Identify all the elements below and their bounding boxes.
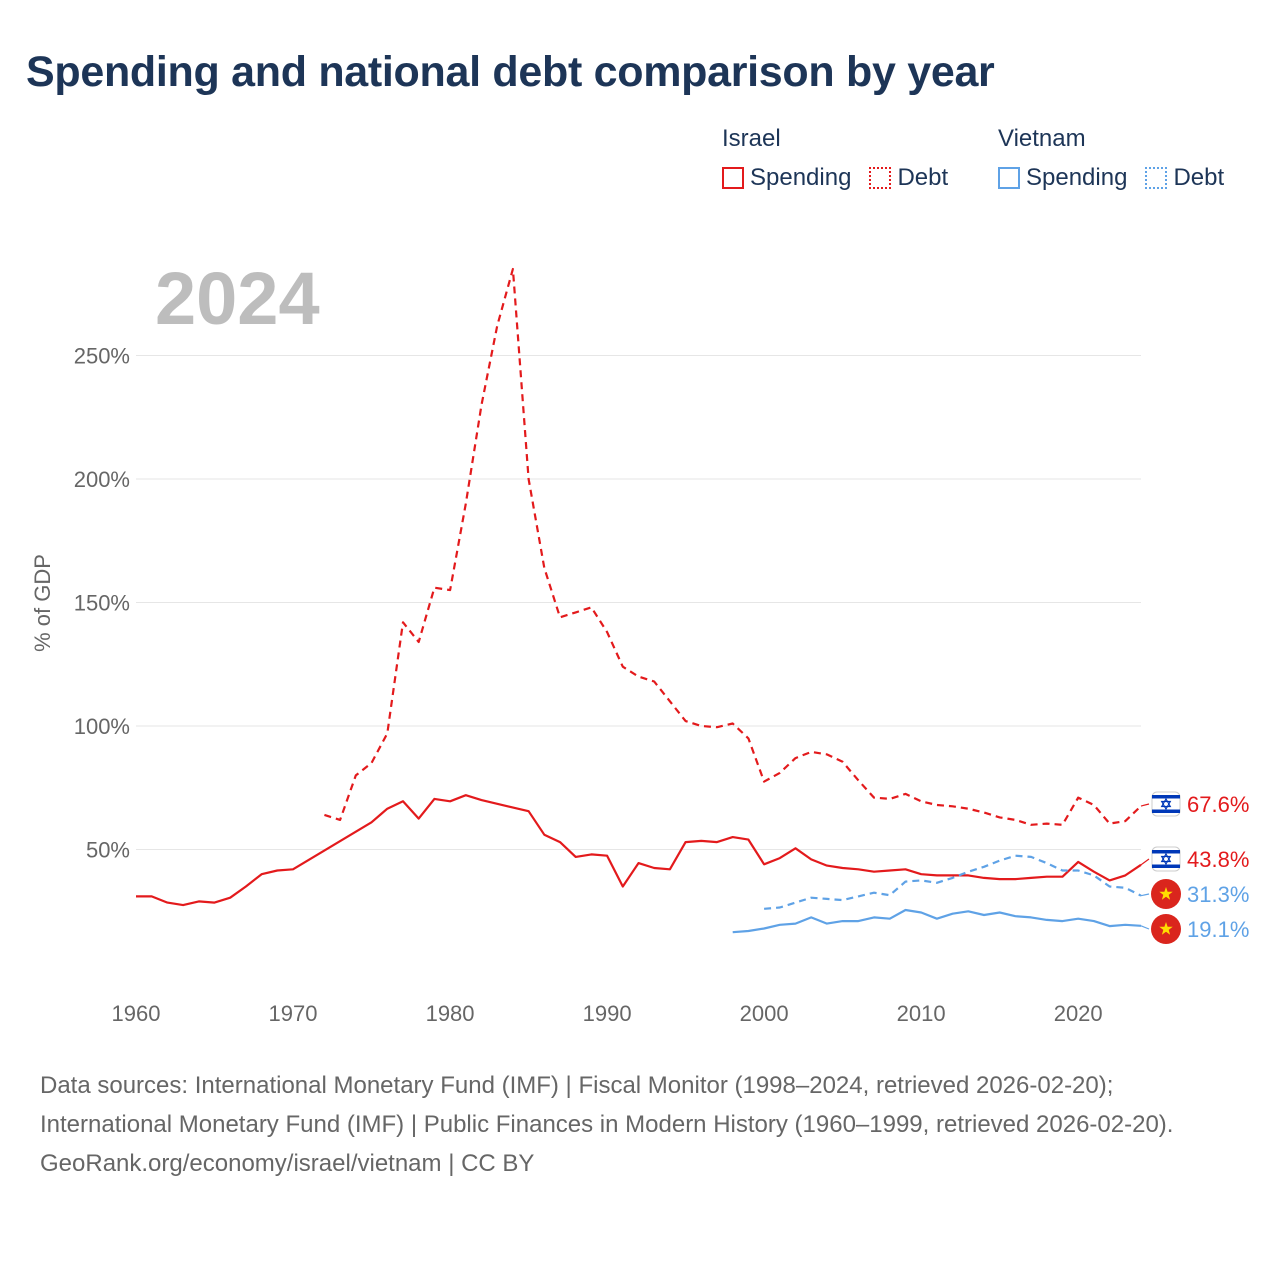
y-axis-label: % of GDP	[30, 554, 55, 652]
series-line-israel-spending	[136, 794, 1142, 907]
footer: Data sources: International Monetary Fun…	[40, 1066, 1240, 1183]
end-label-leader	[1140, 925, 1150, 930]
x-tick-label: 1990	[583, 1001, 632, 1026]
legend-item-vietnam-spending[interactable]: Spending	[998, 164, 1127, 192]
grid-lines	[136, 355, 1141, 850]
israel-flag-icon	[1151, 846, 1181, 872]
y-tick-label: 50%	[86, 838, 130, 863]
end-label-leader	[1140, 893, 1150, 897]
y-tick-label: 200%	[74, 467, 130, 492]
x-tick-label: 1980	[426, 1001, 475, 1026]
year-label: 2024	[155, 257, 320, 340]
y-axis: 50% 100% 150% 200% 250%	[74, 344, 130, 863]
end-label-leader	[1140, 803, 1150, 807]
y-tick-label: 100%	[74, 714, 130, 739]
series-line-israel-debt	[324, 267, 1142, 826]
legend-label: Debt	[897, 164, 949, 191]
x-tick-label: 1960	[112, 1001, 161, 1026]
legend-swatch-dotted	[1145, 167, 1168, 189]
end-labels: 43.8% 67.6% 19.1% 31.3%	[1140, 791, 1249, 944]
credit-link[interactable]: GeoRank.org/economy/israel/vietnam | CC …	[40, 1150, 535, 1177]
vietnam-flag-icon	[1151, 879, 1181, 909]
y-tick-label: 150%	[74, 591, 130, 616]
legend-group-israel: Israel Spending Debt	[722, 124, 966, 198]
vietnam-flag-icon	[1151, 914, 1181, 944]
end-value-label: 19.1%	[1187, 917, 1249, 942]
legend-item-vietnam-debt[interactable]: Debt	[1145, 164, 1224, 192]
israel-flag-icon	[1151, 791, 1181, 817]
x-tick-label: 2020	[1054, 1001, 1103, 1026]
data-sources: Data sources: International Monetary Fun…	[40, 1072, 1174, 1138]
x-axis: 1960 1970 1980 1990 2000 2010 2020	[112, 1001, 1103, 1026]
end-value-label: 31.3%	[1187, 882, 1249, 907]
legend-label: Spending	[1026, 164, 1128, 191]
series-line-vietnam-debt	[764, 854, 1142, 910]
legend-swatch-solid	[998, 167, 1020, 189]
x-tick-label: 1970	[269, 1001, 318, 1026]
page-title: Spending and national debt comparison by…	[26, 48, 995, 96]
end-value-label: 43.8%	[1187, 847, 1249, 872]
x-tick-label: 2010	[897, 1001, 946, 1026]
legend-group-name: Israel	[722, 125, 781, 152]
series-line-vietnam-spending	[732, 908, 1142, 934]
end-value-label: 67.6%	[1187, 792, 1249, 817]
legend-swatch-solid	[722, 167, 744, 189]
legend-group-name: Vietnam	[998, 125, 1086, 152]
series-lines	[136, 267, 1142, 934]
legend-item-israel-spending[interactable]: Spending	[722, 164, 851, 192]
x-tick-label: 2000	[740, 1001, 789, 1026]
legend-item-israel-debt[interactable]: Debt	[869, 164, 948, 192]
end-label-leader	[1140, 858, 1150, 866]
legend-swatch-dotted	[869, 167, 892, 189]
legend-label: Debt	[1173, 164, 1225, 191]
legend-label: Spending	[750, 164, 852, 191]
legend-group-vietnam: Vietnam Spending Debt	[998, 124, 1242, 198]
y-tick-label: 250%	[74, 344, 130, 369]
